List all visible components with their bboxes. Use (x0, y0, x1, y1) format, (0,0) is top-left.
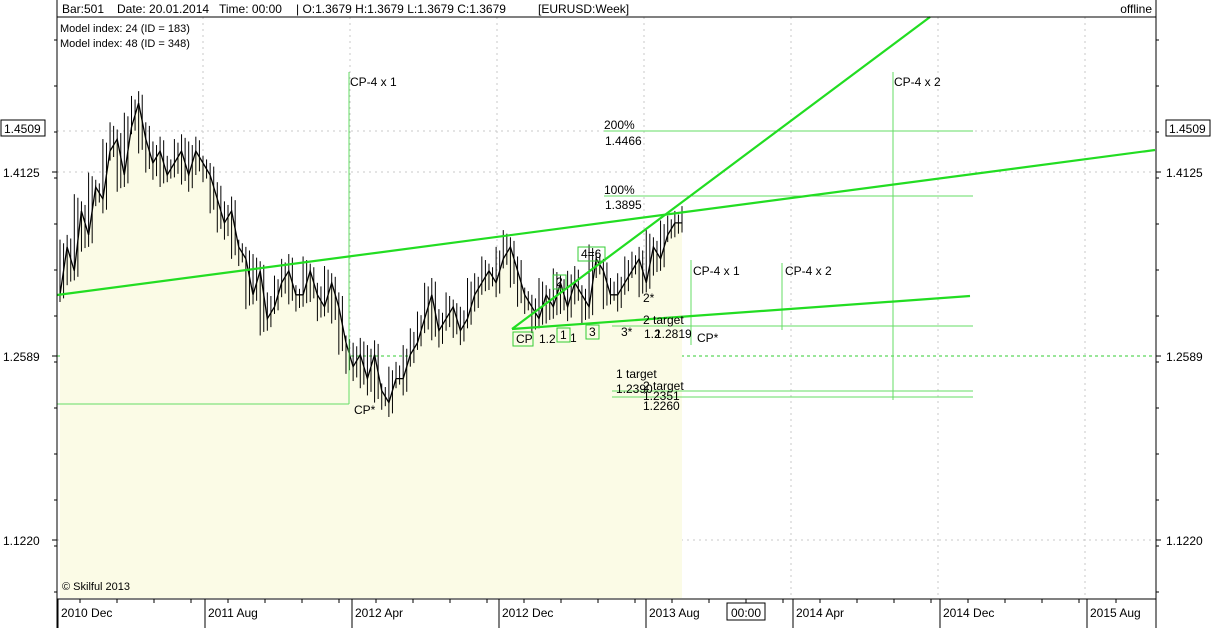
x-tick-label: 2012 Apr (355, 606, 403, 620)
cp-star-label-2: CP* (697, 331, 719, 345)
price-area-fill (60, 103, 682, 598)
target-2-label: 2 target (643, 313, 684, 327)
close-price-line (59, 102, 682, 405)
target-1-label: 1 target (616, 367, 657, 381)
pct-100-label: 100% (604, 183, 635, 197)
x-tick-label: 2015 Aug (1090, 606, 1141, 620)
date-info: Date: 20.01.2014 (117, 2, 209, 16)
wave-label-3-star: 3* (621, 325, 633, 339)
pct-200-label: 200% (604, 118, 635, 132)
wave-label-1-2: 1.2 (539, 332, 556, 346)
target-2b-label: 2 target (643, 379, 684, 393)
target-1-value: 1.2390 (616, 382, 653, 396)
status-offline: offline (1120, 2, 1152, 16)
wave-label-3: 3 (589, 325, 596, 339)
wave-label-1a-box (556, 327, 571, 343)
time-box-label: 00:00 (731, 606, 761, 620)
target-2b-value: 1.2351 (643, 389, 680, 403)
cp-label-box (512, 331, 534, 347)
current-price-right: 1.4509 (1169, 122, 1206, 136)
x-tick-label: 2014 Apr (796, 606, 844, 620)
wave-label-4-6-box (577, 246, 606, 262)
model-index-1: Model index: 24 (ID = 183) (60, 23, 190, 35)
y-tick-label-right: 1.2589 (1166, 350, 1203, 364)
cp4x1-label-2: CP-4 x 1 (693, 264, 740, 278)
wave-label-3-box (585, 324, 600, 340)
current-price-box-right (1165, 119, 1211, 137)
ohlc-info: | O:1.3679 H:1.3679 L:1.3679 C:1.3679 (296, 2, 506, 16)
trend-line-lower (511, 294, 971, 331)
y-tick-label-right: 1.4125 (1166, 166, 1203, 180)
target-2-value: 1.2819 (655, 327, 692, 341)
wave-label-1a: 1 (560, 328, 567, 342)
pct-100-value: 1.3895 (605, 198, 642, 212)
y-tick-label-left: 1.1220 (3, 534, 40, 548)
y-tick-label-left: 1.4125 (3, 166, 40, 180)
y-tick-label-left: 1.2589 (3, 350, 40, 364)
x-tick-label: 2012 Dec (502, 606, 553, 620)
price-bars (59, 91, 683, 417)
target-1b-value: 1.2260 (643, 399, 680, 413)
wave-label-2-box (552, 274, 567, 290)
x-tick-label: 2010 Dec (61, 606, 112, 620)
current-price-left: 1.4509 (4, 122, 41, 136)
pct-200-value: 1.4466 (605, 134, 642, 148)
wave-label-1b: 1 (570, 331, 577, 345)
y-tick-label-right: 1.1220 (1166, 534, 1203, 548)
symbol-info: [EURUSD:Week] (538, 2, 629, 16)
current-price-box-left (0, 119, 46, 137)
time-info: Time: 00:00 (219, 2, 282, 16)
copyright: © Skilful 2013 (62, 581, 130, 593)
x-tick-label: 2014 Dec (943, 606, 994, 620)
x-tick-label: 2011 Aug (208, 606, 258, 620)
wave-label-2-star: 2* (643, 291, 655, 305)
model-index-2: Model index: 48 (ID = 348) (60, 38, 190, 50)
cp4x1-label: CP-4 x 1 (350, 75, 397, 89)
wave-label-4-6: 4=6 (581, 247, 602, 261)
cp4x2-label: CP-4 x 2 (894, 75, 941, 89)
cp-label: CP (516, 332, 533, 346)
trend-line-steep (511, 16, 931, 330)
wave-label-1-2b: 1.2 (644, 327, 661, 341)
trend-line-upper (56, 148, 1156, 297)
cp-star-label: CP* (354, 403, 376, 417)
bar-info: Bar:501 (62, 2, 104, 16)
x-tick-label: 2013 Aug (649, 606, 700, 620)
wave-label-2: 2 (556, 275, 563, 289)
time-box[interactable] (726, 602, 766, 621)
cp4x2-label-2: CP-4 x 2 (785, 264, 832, 278)
